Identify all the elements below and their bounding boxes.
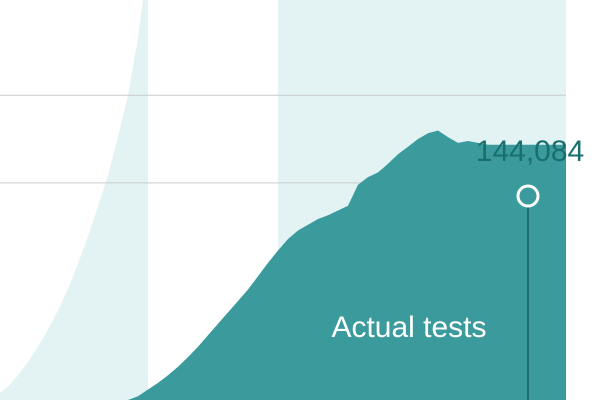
actual-tests-area-layer [128, 130, 566, 400]
highlight-marker-dot [516, 184, 540, 208]
actual-tests-area [128, 130, 566, 400]
target-area [0, 0, 148, 400]
highlight-value-label: 144,084 [476, 135, 584, 168]
highlight-marker-layer [516, 184, 540, 400]
actual-tests-series-label: Actual tests [331, 311, 486, 344]
